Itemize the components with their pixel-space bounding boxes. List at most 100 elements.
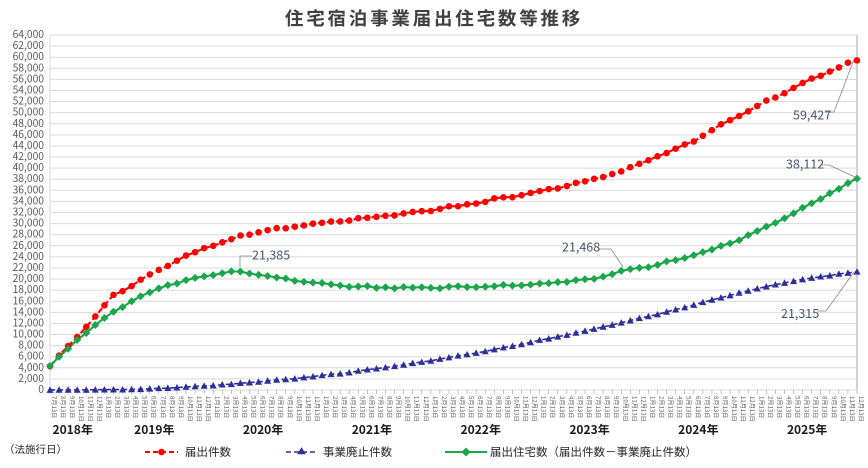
- svg-text:12月13日: 12月13日: [204, 396, 213, 422]
- svg-text:10月13日: 10月13日: [404, 396, 413, 422]
- svg-text:6月13日: 6月13日: [585, 396, 594, 418]
- svg-text:3月13日: 3月13日: [123, 396, 132, 418]
- svg-text:2025年: 2025年: [787, 421, 827, 438]
- svg-text:9月13日: 9月13日: [830, 396, 839, 418]
- svg-text:8月13日: 8月13日: [494, 396, 503, 418]
- svg-text:7月13日: 7月13日: [812, 396, 821, 418]
- svg-text:2月13日: 2月13日: [440, 396, 449, 418]
- svg-text:3月13日: 3月13日: [775, 396, 784, 418]
- svg-text:59,427: 59,427: [793, 105, 831, 124]
- svg-text:2018年: 2018年: [53, 421, 93, 438]
- svg-text:8月13日: 8月13日: [821, 396, 830, 418]
- svg-text:10月13日: 10月13日: [186, 396, 195, 422]
- svg-text:7月13日: 7月13日: [594, 396, 603, 418]
- svg-text:2月13日: 2月13日: [331, 396, 340, 418]
- svg-text:11月13日: 11月13日: [413, 396, 422, 422]
- svg-text:9月13日: 9月13日: [68, 396, 77, 418]
- svg-text:7月13日: 7月13日: [485, 396, 494, 418]
- svg-text:2月13日: 2月13日: [766, 396, 775, 418]
- svg-text:1月13日: 1月13日: [322, 396, 331, 418]
- svg-text:2020年: 2020年: [243, 421, 283, 438]
- svg-text:8月13日: 8月13日: [168, 396, 177, 418]
- svg-text:4月13日: 4月13日: [784, 396, 793, 418]
- svg-text:6月13日: 6月13日: [803, 396, 812, 418]
- svg-text:4月13日: 4月13日: [676, 396, 685, 418]
- svg-text:10月13日: 10月13日: [512, 396, 521, 422]
- svg-text:8月13日: 8月13日: [712, 396, 721, 418]
- svg-text:6月13日: 6月13日: [476, 396, 485, 418]
- svg-text:11月13日: 11月13日: [304, 396, 313, 422]
- svg-text:8月13日: 8月13日: [385, 396, 394, 418]
- svg-text:5月13日: 5月13日: [467, 396, 476, 418]
- svg-text:11月13日: 11月13日: [522, 396, 531, 422]
- svg-text:21,468: 21,468: [562, 237, 600, 256]
- svg-text:4月13日: 4月13日: [240, 396, 249, 418]
- svg-text:9月13日: 9月13日: [612, 396, 621, 418]
- svg-text:6月13日: 6月13日: [694, 396, 703, 418]
- svg-text:2022年: 2022年: [461, 421, 501, 438]
- svg-text:2月13日: 2月13日: [113, 396, 122, 418]
- svg-text:6月13日: 6月13日: [259, 396, 268, 418]
- svg-text:5月13日: 5月13日: [249, 396, 258, 418]
- svg-text:1月13日: 1月13日: [213, 396, 222, 418]
- svg-text:3月13日: 3月13日: [667, 396, 676, 418]
- svg-text:7月13日: 7月13日: [376, 396, 385, 418]
- svg-text:12月13日: 12月13日: [857, 396, 866, 422]
- svg-text:1月13日: 1月13日: [540, 396, 549, 418]
- svg-text:11月13日: 11月13日: [739, 396, 748, 422]
- svg-text:4月13日: 4月13日: [567, 396, 576, 418]
- svg-text:1月13日: 1月13日: [648, 396, 657, 418]
- svg-text:3月13日: 3月13日: [558, 396, 567, 418]
- svg-text:4月13日: 4月13日: [349, 396, 358, 418]
- svg-text:10月13日: 10月13日: [621, 396, 630, 422]
- svg-text:12月13日: 12月13日: [748, 396, 757, 422]
- svg-text:11月13日: 11月13日: [848, 396, 857, 422]
- svg-text:21,385: 21,385: [252, 245, 290, 264]
- svg-text:7月13日: 7月13日: [268, 396, 277, 418]
- svg-text:10月13日: 10月13日: [839, 396, 848, 422]
- svg-text:5月13日: 5月13日: [576, 396, 585, 418]
- svg-text:5月13日: 5月13日: [794, 396, 803, 418]
- svg-text:11月13日: 11月13日: [630, 396, 639, 422]
- svg-text:8月13日: 8月13日: [59, 396, 68, 418]
- svg-text:1月13日: 1月13日: [757, 396, 766, 418]
- svg-text:2月13日: 2月13日: [222, 396, 231, 418]
- svg-text:5月13日: 5月13日: [141, 396, 150, 418]
- svg-text:8月13日: 8月13日: [603, 396, 612, 418]
- svg-text:1月13日: 1月13日: [431, 396, 440, 418]
- svg-text:4月13日: 4月13日: [458, 396, 467, 418]
- svg-text:1月13日: 1月13日: [104, 396, 113, 418]
- svg-text:2019年: 2019年: [134, 421, 174, 438]
- svg-text:2月13日: 2月13日: [658, 396, 667, 418]
- svg-text:9月13日: 9月13日: [286, 396, 295, 418]
- svg-text:12月13日: 12月13日: [639, 396, 648, 422]
- svg-text:3月13日: 3月13日: [231, 396, 240, 418]
- svg-text:4月13日: 4月13日: [132, 396, 141, 418]
- svg-text:2021年: 2021年: [352, 421, 392, 438]
- svg-text:6月13日: 6月13日: [367, 396, 376, 418]
- svg-text:9月13日: 9月13日: [721, 396, 730, 418]
- svg-text:2024年: 2024年: [678, 421, 718, 438]
- svg-text:7月13日: 7月13日: [703, 396, 712, 418]
- svg-text:10月13日: 10月13日: [730, 396, 739, 422]
- svg-text:21,315: 21,315: [781, 303, 819, 322]
- svg-text:12月13日: 12月13日: [531, 396, 540, 422]
- svg-text:7月13日: 7月13日: [50, 396, 59, 418]
- svg-text:12月13日: 12月13日: [422, 396, 431, 422]
- svg-text:38,112: 38,112: [786, 154, 824, 173]
- svg-text:5月13日: 5月13日: [685, 396, 694, 418]
- svg-text:12月13日: 12月13日: [313, 396, 322, 422]
- svg-text:5月13日: 5月13日: [358, 396, 367, 418]
- svg-text:7月13日: 7月13日: [159, 396, 168, 418]
- svg-text:2月13日: 2月13日: [549, 396, 558, 418]
- svg-text:10月13日: 10月13日: [295, 396, 304, 422]
- svg-text:3月13日: 3月13日: [449, 396, 458, 418]
- svg-text:8月13日: 8月13日: [277, 396, 286, 418]
- svg-text:9月13日: 9月13日: [503, 396, 512, 418]
- svg-text:6月13日: 6月13日: [150, 396, 159, 418]
- svg-text:10月13日: 10月13日: [77, 396, 86, 422]
- svg-text:11月13日: 11月13日: [86, 396, 95, 422]
- svg-text:9月13日: 9月13日: [177, 396, 186, 418]
- svg-text:12月13日: 12月13日: [95, 396, 104, 422]
- svg-text:9月13日: 9月13日: [395, 396, 404, 418]
